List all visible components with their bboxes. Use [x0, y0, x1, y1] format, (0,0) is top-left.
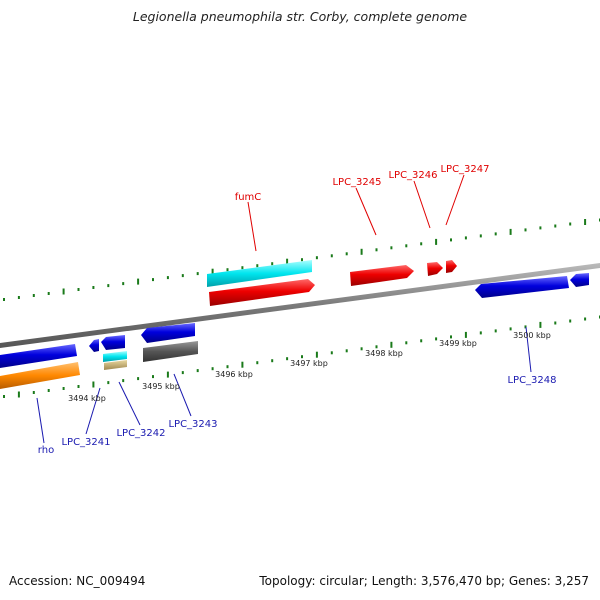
leader-lpc3242 — [118, 381, 141, 426]
gene-lpc3248-b — [570, 273, 589, 287]
gene-lpc3242-cyan — [103, 351, 127, 362]
leader-lpc3241 — [85, 387, 101, 435]
scale-label: 3498 kbp — [365, 349, 403, 358]
leader-lpc3248 — [525, 326, 532, 373]
scale-label: 3500 kbp — [513, 331, 551, 340]
label-lpc3245: LPC_3245 — [332, 177, 381, 188]
forward-ruler-ticks — [3, 218, 600, 301]
label-lpc3242: LPC_3242 — [116, 428, 165, 439]
leader-rho — [36, 397, 45, 444]
gene-lpc3242-tan — [104, 360, 127, 370]
genome-summary-text: Topology: circular; Length: 3,576,470 bp… — [259, 574, 589, 588]
label-lpc3243: LPC_3243 — [168, 419, 217, 430]
leader-lpc3245 — [355, 187, 377, 236]
label-fumC: fumC — [235, 192, 262, 203]
leader-fumC — [247, 201, 257, 252]
scale-label: 3496 kbp — [215, 370, 253, 379]
label-lpc3247: LPC_3247 — [440, 164, 489, 175]
gene-lpc3247 — [446, 260, 457, 273]
label-lpc3248: LPC_3248 — [507, 375, 556, 386]
leader-lpc3243 — [173, 373, 192, 417]
gene-lpc3243-gray — [143, 341, 198, 362]
gene-lpc3245 — [350, 265, 414, 286]
gene-lpc3248-a — [475, 276, 569, 298]
gene-rho-cds — [0, 344, 77, 368]
scale-label: 3494 kbp — [68, 394, 106, 403]
gene-fumC-cyan — [207, 260, 312, 287]
label-rho: rho — [38, 445, 54, 456]
genome-backbone — [0, 263, 600, 348]
leader-lpc3247 — [445, 174, 465, 226]
gene-lpc3246 — [427, 262, 443, 276]
scale-label: 3497 kbp — [290, 359, 328, 368]
map-title: Legionella pneumophila str. Corby, compl… — [132, 9, 468, 24]
leader-lpc3246 — [413, 180, 431, 229]
label-lpc3246: LPC_3246 — [388, 170, 437, 181]
scale-label: 3499 kbp — [439, 339, 477, 348]
gene-lpc3243 — [141, 323, 195, 343]
reverse-ruler-ticks — [3, 315, 600, 398]
gene-fumC-cds — [209, 279, 315, 306]
scale-label: 3495 kbp — [142, 382, 180, 391]
gene-lpc3242 — [101, 335, 125, 350]
gene-lpc3241 — [89, 339, 99, 352]
accession-text: Accession: NC_009494 — [9, 574, 146, 588]
gene-rho-orange — [0, 362, 80, 389]
label-lpc3241: LPC_3241 — [61, 437, 110, 448]
